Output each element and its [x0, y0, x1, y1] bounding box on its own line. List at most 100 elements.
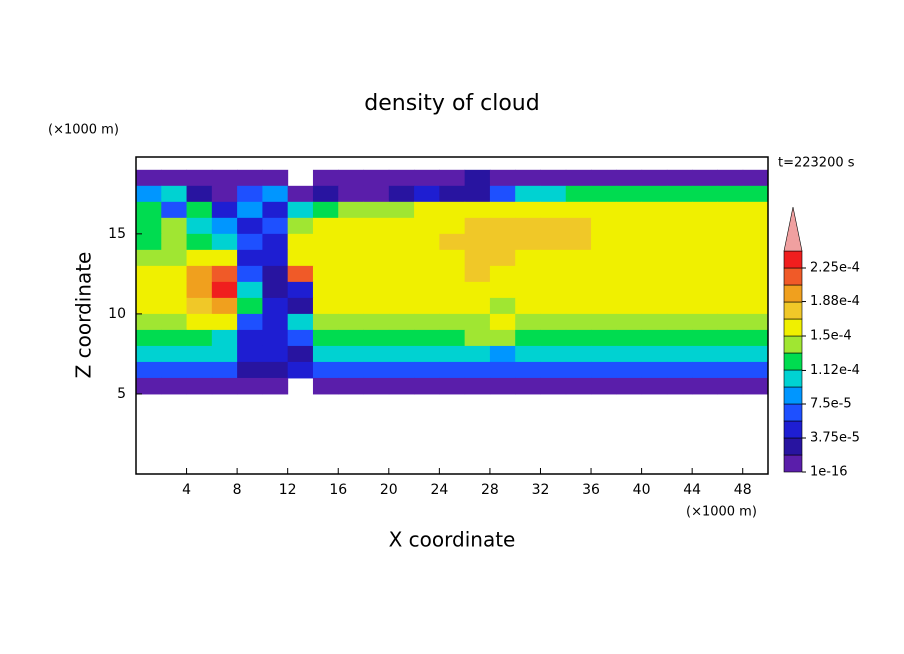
cell — [237, 201, 263, 219]
cell — [439, 201, 466, 219]
cell — [363, 345, 390, 363]
cell — [464, 265, 491, 283]
cell — [211, 297, 238, 315]
cell — [363, 329, 390, 347]
cell — [186, 329, 213, 347]
cell — [262, 265, 289, 283]
cell — [565, 313, 592, 331]
cell — [262, 281, 289, 299]
cell — [161, 329, 188, 347]
cell — [742, 329, 769, 347]
colorbar-band — [783, 386, 803, 405]
cell — [540, 201, 567, 219]
cell — [565, 201, 592, 219]
cell — [287, 185, 314, 203]
cell — [692, 185, 718, 203]
cell — [287, 281, 314, 299]
cell — [439, 377, 466, 395]
y-unit: (×1000 m) — [48, 123, 119, 138]
cell — [692, 249, 718, 267]
cell — [211, 185, 238, 203]
cell — [641, 361, 668, 379]
y-tick-label: 10 — [108, 306, 126, 322]
x-tick-label: 40 — [633, 482, 651, 498]
cell — [161, 297, 188, 315]
cell — [414, 361, 440, 379]
cell — [136, 297, 162, 315]
cell — [161, 265, 188, 283]
x-tick-label: 24 — [430, 482, 448, 498]
cell — [515, 281, 541, 299]
cell — [717, 169, 744, 187]
cell — [464, 185, 491, 203]
cell — [515, 377, 541, 395]
cell — [717, 217, 744, 235]
cell — [312, 185, 339, 203]
cell — [616, 201, 643, 219]
cell — [388, 297, 415, 315]
cell — [641, 249, 668, 267]
cell — [692, 217, 718, 235]
cell — [666, 281, 693, 299]
cell — [464, 377, 491, 395]
cell — [641, 265, 668, 283]
cell — [287, 345, 314, 363]
cell — [439, 297, 466, 315]
cell — [489, 185, 516, 203]
cell — [489, 281, 516, 299]
cell — [666, 265, 693, 283]
cell — [515, 297, 541, 315]
colorbar-extension — [783, 206, 803, 252]
heatmap — [136, 169, 769, 395]
cell — [742, 265, 769, 283]
colorbar-band — [783, 318, 803, 337]
cell — [717, 201, 744, 219]
colorbar-band — [783, 437, 803, 456]
colorbar-band — [783, 284, 803, 303]
plot-frame — [135, 156, 769, 475]
cell — [338, 345, 365, 363]
cell — [186, 377, 213, 395]
cell — [363, 169, 390, 187]
colorbar-band — [783, 335, 803, 354]
cell — [136, 377, 162, 395]
cell — [717, 345, 744, 363]
chart-title: density of cloud — [364, 91, 539, 116]
cell — [237, 345, 263, 363]
cell — [338, 169, 365, 187]
cell — [692, 377, 718, 395]
cell — [717, 377, 744, 395]
cell — [464, 345, 491, 363]
cell — [186, 345, 213, 363]
cell — [363, 233, 390, 251]
colorbar-band — [783, 250, 803, 269]
cell — [540, 281, 567, 299]
cell — [439, 329, 466, 347]
cell — [338, 217, 365, 235]
cell — [666, 169, 693, 187]
cell — [363, 313, 390, 331]
cell — [591, 185, 617, 203]
cell — [717, 265, 744, 283]
colorbar-tick-label: 1.5e-4 — [810, 329, 852, 344]
cell — [666, 313, 693, 331]
cell — [287, 313, 314, 331]
cell — [565, 185, 592, 203]
cell — [565, 329, 592, 347]
cell — [312, 313, 339, 331]
cell — [136, 265, 162, 283]
cell — [515, 217, 541, 235]
cell — [237, 361, 263, 379]
cell — [414, 313, 440, 331]
cell — [186, 361, 213, 379]
cell — [136, 313, 162, 331]
cell — [312, 201, 339, 219]
cell — [161, 313, 188, 331]
cell — [211, 265, 238, 283]
cell — [464, 169, 491, 187]
cell — [591, 281, 617, 299]
cell — [565, 217, 592, 235]
cell — [186, 185, 213, 203]
cell — [211, 345, 238, 363]
